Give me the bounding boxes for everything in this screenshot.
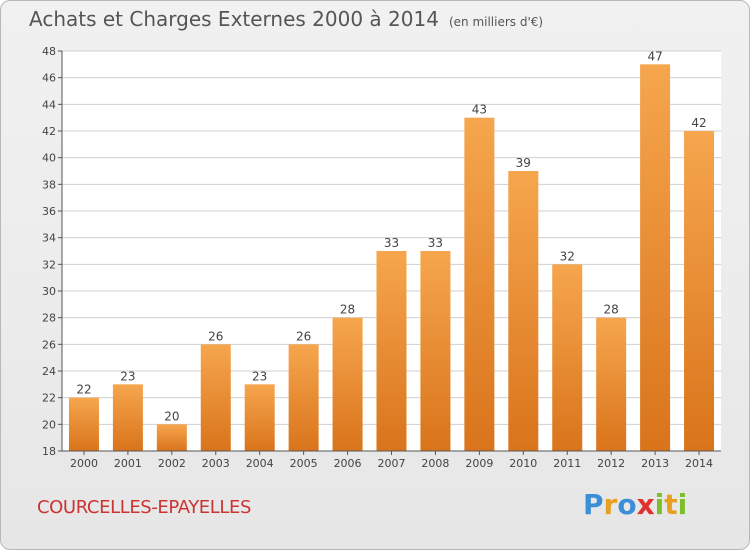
bar [684, 131, 715, 451]
logo-letter: o [617, 488, 637, 521]
logo-letter: t [664, 488, 678, 521]
bar [332, 317, 363, 451]
logo-letter: r [603, 488, 618, 521]
chart-title-unit: (en milliers d'€) [448, 15, 544, 29]
data-label: 28 [604, 303, 619, 317]
y-tick-label: 46 [42, 72, 56, 85]
y-tick-label: 22 [42, 392, 56, 405]
y-tick-label: 44 [42, 98, 56, 111]
bar [596, 317, 627, 451]
x-tick-label: 2007 [378, 457, 406, 470]
logo-letter: i [677, 488, 688, 521]
y-tick-label: 32 [42, 258, 56, 271]
x-tick-label: 2010 [509, 457, 537, 470]
x-tick-label: 2012 [597, 457, 625, 470]
x-tick-label: 2005 [290, 457, 318, 470]
data-label: 42 [691, 116, 706, 130]
bar [420, 251, 451, 451]
x-tick-label: 2014 [685, 457, 713, 470]
commune-name: COURCELLES-EPAYELLES [37, 497, 252, 518]
bar [464, 117, 495, 452]
y-tick-label: 26 [42, 338, 56, 351]
x-tick-label: 2009 [465, 457, 493, 470]
data-label: 20 [164, 409, 179, 423]
logo-letter: P [583, 488, 604, 521]
bar [288, 344, 319, 451]
data-label: 43 [472, 103, 487, 117]
bar [68, 397, 99, 451]
data-label: 26 [296, 329, 311, 343]
bar [244, 384, 275, 451]
data-label: 23 [252, 369, 267, 383]
data-label: 39 [516, 156, 531, 170]
y-tick-label: 42 [42, 125, 56, 138]
bar [508, 171, 539, 451]
x-tick-label: 2003 [202, 457, 230, 470]
bar [552, 264, 583, 451]
data-label: 26 [208, 329, 223, 343]
y-tick-label: 40 [42, 152, 56, 165]
data-label: 47 [647, 49, 662, 63]
data-label: 32 [560, 249, 575, 263]
data-label: 23 [120, 369, 135, 383]
bar [200, 344, 231, 451]
x-tick-label: 2013 [641, 457, 669, 470]
y-tick-label: 30 [42, 285, 56, 298]
y-tick-label: 20 [42, 418, 56, 431]
data-label: 22 [76, 383, 91, 397]
x-tick-label: 2001 [114, 457, 142, 470]
bar [640, 64, 671, 452]
x-tick-label: 2008 [421, 457, 449, 470]
logo-letter: x [636, 488, 655, 521]
chart-title-text: Achats et Charges Externes 2000 à 2014 [29, 7, 439, 31]
x-tick-label: 2004 [246, 457, 274, 470]
x-tick-label: 2011 [553, 457, 581, 470]
chart-title: Achats et Charges Externes 2000 à 2014 (e… [29, 7, 543, 31]
y-tick-label: 18 [42, 445, 56, 458]
x-tick-label: 2000 [70, 457, 98, 470]
data-label: 33 [384, 236, 399, 250]
x-tick-label: 2006 [334, 457, 362, 470]
logo-letter: i [654, 488, 665, 521]
bar [156, 424, 187, 451]
data-label: 33 [428, 236, 443, 250]
bar [112, 384, 143, 451]
data-label: 28 [340, 303, 355, 317]
x-tick-label: 2002 [158, 457, 186, 470]
y-tick-label: 48 [42, 45, 56, 58]
y-tick-label: 24 [42, 365, 56, 378]
y-tick-label: 34 [42, 232, 56, 245]
y-tick-label: 36 [42, 205, 56, 218]
y-tick-label: 38 [42, 178, 56, 191]
bar [376, 251, 407, 451]
proxiti-logo: Proxiti [583, 488, 687, 521]
y-tick-label: 28 [42, 312, 56, 325]
